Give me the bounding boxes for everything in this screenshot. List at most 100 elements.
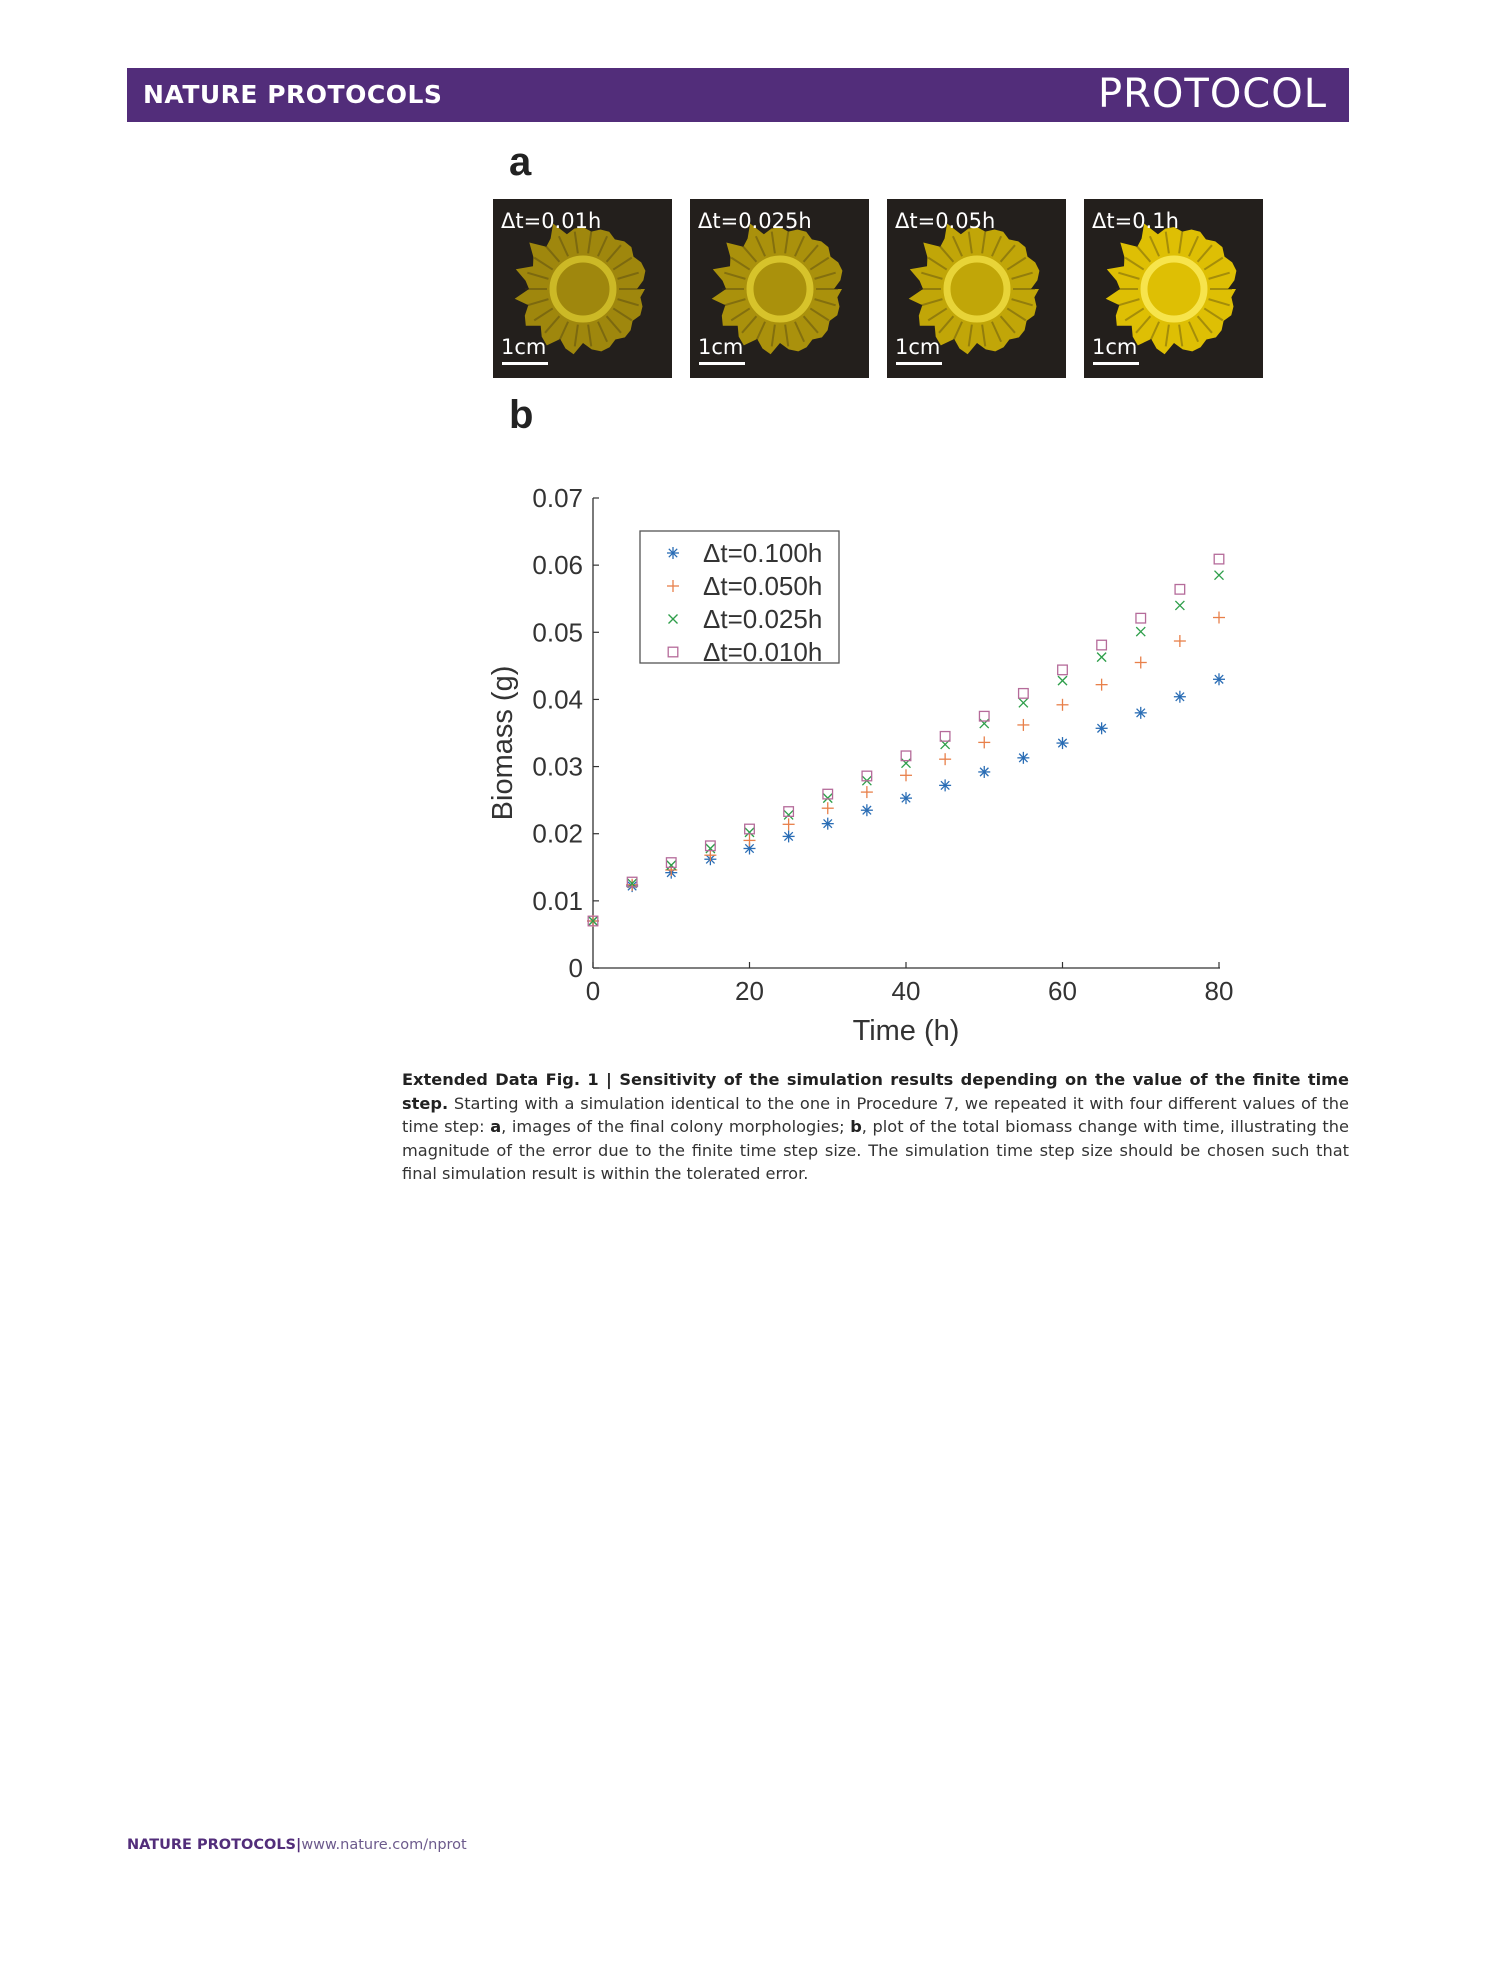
- data-point: [1017, 718, 1030, 731]
- colony-streak: [730, 307, 751, 322]
- colony-streak: [754, 235, 766, 257]
- colony-body: [1105, 223, 1237, 355]
- data-point: [744, 823, 755, 835]
- colony-streak: [794, 321, 806, 343]
- data-point: [900, 792, 912, 805]
- colony-streak: [730, 256, 751, 271]
- panel-a-letter: a: [509, 140, 532, 184]
- colony-streak: [1164, 324, 1170, 347]
- colony-streak: [1011, 298, 1033, 307]
- data-point: [978, 736, 991, 749]
- colony-streak: [991, 235, 1003, 257]
- colony-streak: [809, 307, 830, 322]
- chart-legend: [639, 530, 840, 664]
- caption-title: Extended Data Fig. 1 | Sensitivity of th…: [402, 1070, 1349, 1113]
- colony-streak: [784, 324, 790, 347]
- colony-streak: [1188, 321, 1200, 343]
- colony-streak: [802, 244, 819, 263]
- colony-streak: [597, 321, 609, 343]
- colony-streak: [544, 315, 561, 334]
- colony-illustration: [711, 223, 843, 355]
- colony-streak: [557, 321, 569, 343]
- colony-streak: [991, 321, 1003, 343]
- scale-bar-label: 1cm: [1092, 335, 1138, 359]
- colony-streak: [1124, 307, 1145, 322]
- colony-streak: [1164, 231, 1170, 254]
- colony-image-label: Δt=0.025h: [698, 209, 812, 233]
- y-tick-label: 0: [569, 953, 583, 983]
- colony-streak: [951, 235, 963, 257]
- data-point: [1213, 553, 1225, 565]
- data-point: [1056, 737, 1069, 750]
- y-tick-label: 0.01: [532, 886, 583, 916]
- colony-streak: [1203, 307, 1224, 322]
- colony-streak: [1118, 298, 1140, 307]
- colony-streak: [724, 298, 746, 307]
- colony-ring: [943, 255, 1011, 323]
- data-point: [1214, 570, 1224, 581]
- caption-text: Starting with a simulation identical to …: [402, 1093, 1349, 1137]
- colony-streak: [1006, 256, 1027, 271]
- colony-streak: [1148, 235, 1160, 257]
- colony-streak: [999, 315, 1016, 334]
- x-tick-label: 0: [586, 976, 600, 1006]
- colony-streak: [1188, 235, 1200, 257]
- caption-text: , plot of the total biomass change with …: [402, 1117, 1349, 1183]
- scale-bar: [699, 362, 745, 365]
- x-tick-label: 60: [1048, 976, 1077, 1006]
- data-point: [744, 827, 755, 838]
- y-tick-label: 0.07: [532, 483, 583, 513]
- data-point: [1213, 611, 1225, 624]
- article-type: PROTOCOL: [1097, 71, 1327, 117]
- colony-streak: [573, 231, 579, 254]
- colony-body: [908, 223, 1040, 355]
- data-point: [665, 857, 677, 869]
- x-tick-label: 80: [1205, 976, 1234, 1006]
- data-point: [1056, 698, 1069, 711]
- data-point: [822, 788, 834, 800]
- caption-ref-a: a: [490, 1117, 502, 1136]
- biomass-scatter-chart: 0 20 40 60 80 0 0.01 0.02 0.03 0.04 0.05 0.06 0.07 Ti…: [487, 483, 1234, 1047]
- colony-streak: [784, 231, 790, 254]
- legend-marker: [667, 646, 679, 658]
- y-tick-label: 0.06: [532, 550, 583, 580]
- data-point: [1057, 675, 1068, 686]
- colony-streak: [794, 235, 806, 257]
- scale-bar-label: 1cm: [501, 335, 547, 359]
- colony-streak: [1196, 244, 1213, 263]
- data-point: [1057, 664, 1068, 676]
- data-point: [626, 876, 638, 888]
- y-tick-label: 0.04: [532, 684, 583, 714]
- colony-image-label: Δt=0.01h: [501, 209, 602, 233]
- data-point: [1096, 639, 1108, 651]
- colony-streak: [927, 256, 948, 271]
- colony-streak: [605, 315, 622, 334]
- data-point: [588, 916, 598, 926]
- data-point: [939, 779, 952, 792]
- x-axis-label: Time (h): [853, 1015, 960, 1047]
- data-point: [1173, 690, 1186, 703]
- colony-illustration: [514, 223, 646, 355]
- data-point: [1095, 678, 1108, 691]
- colony-streak: [1124, 256, 1145, 271]
- x-tick-label: 40: [892, 976, 921, 1006]
- colony-streak: [612, 256, 633, 271]
- colony-illustration: [1105, 223, 1237, 355]
- legend-label: Δt=0.010h: [703, 637, 822, 667]
- data-point: [783, 806, 795, 818]
- colony-streak: [1006, 307, 1027, 322]
- colony-streak: [741, 244, 758, 263]
- colony-streak: [770, 231, 776, 254]
- legend-marker: [667, 547, 679, 559]
- colony-streak: [1178, 324, 1184, 347]
- scale-bar: [1093, 362, 1139, 365]
- colony-streak: [741, 315, 758, 334]
- x-tick-label: 20: [735, 976, 764, 1006]
- footer-separator: |: [296, 1837, 302, 1853]
- colony-ring: [746, 255, 814, 323]
- colony-streak: [724, 271, 746, 280]
- data-point: [1173, 635, 1186, 648]
- data-point: [626, 878, 639, 891]
- colony-streak: [809, 256, 830, 271]
- footer-url[interactable]: www.nature.com/nprot: [301, 1837, 467, 1853]
